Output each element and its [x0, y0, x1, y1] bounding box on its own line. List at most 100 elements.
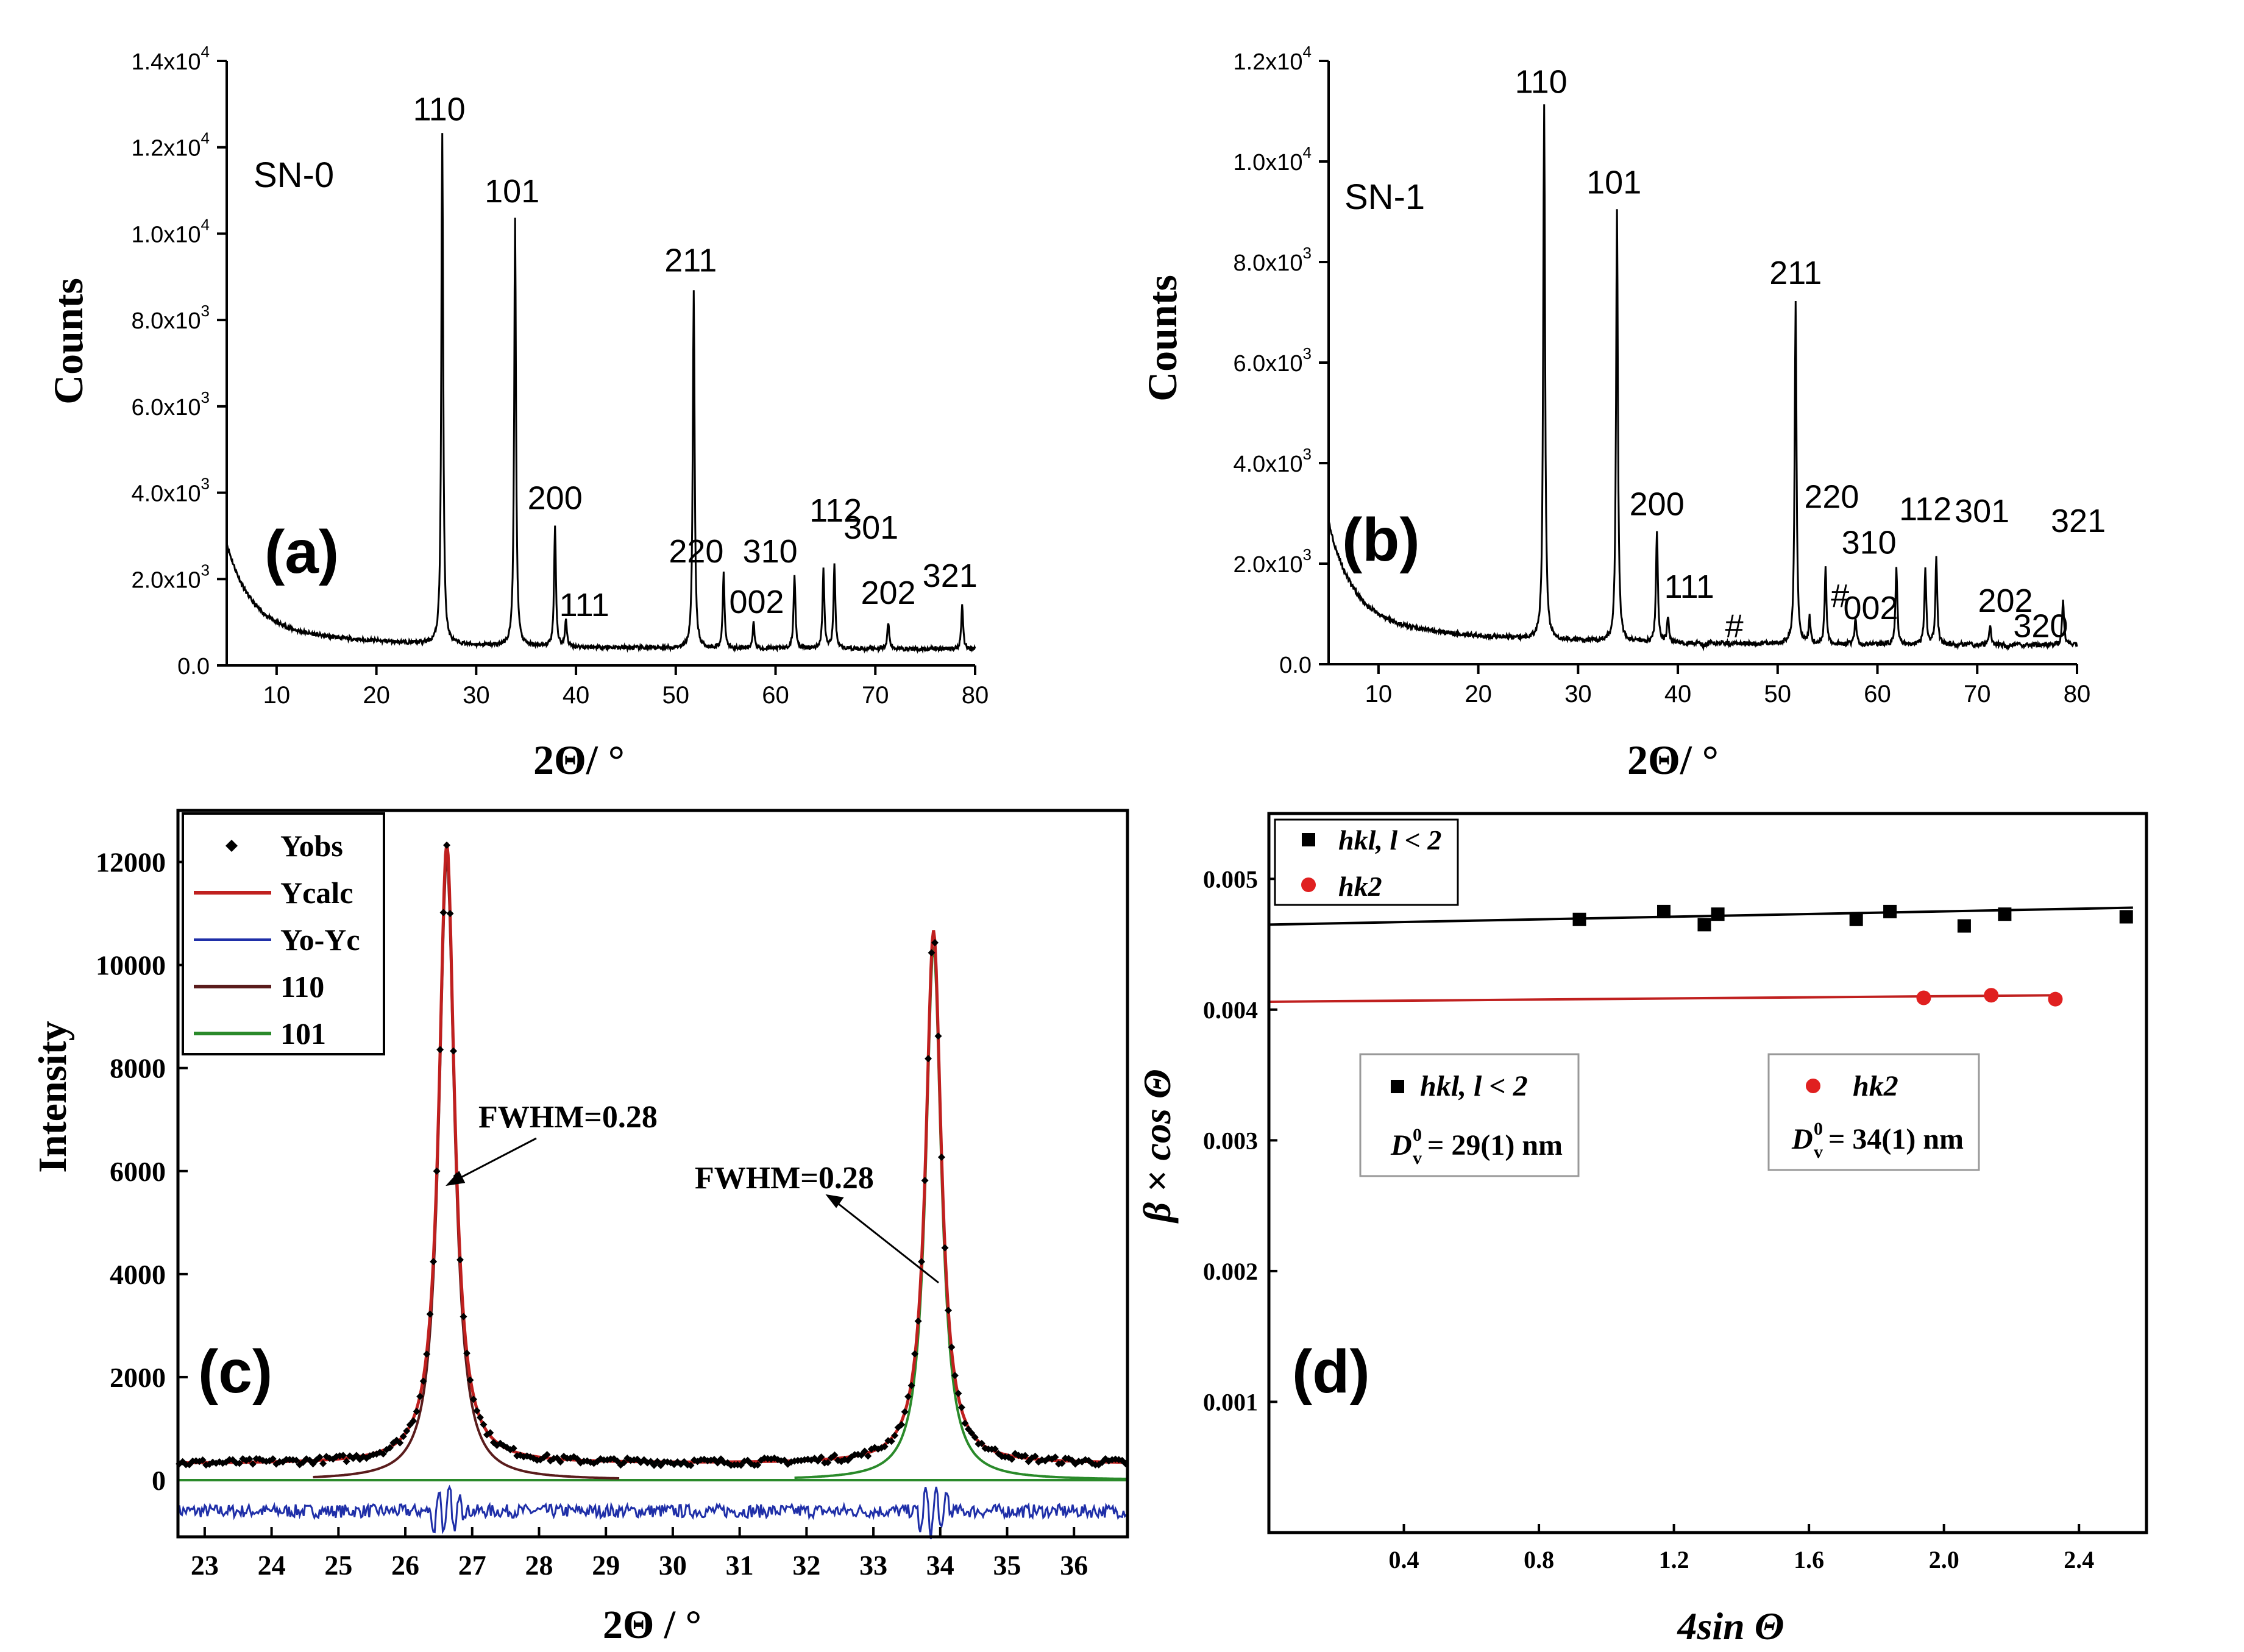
peak-label-#: #: [1725, 608, 1744, 644]
yobs-point: [957, 1403, 965, 1411]
yobs-point: [403, 1427, 411, 1435]
panel-a-xtick-label: 10: [263, 682, 291, 709]
hkl-point: [1697, 918, 1711, 932]
panel-d-panel-label: (d): [1292, 1338, 1370, 1406]
panel-d-ytick-label: 0.004: [1203, 996, 1258, 1024]
fwhm-arrow-101: [837, 1202, 939, 1284]
yobs-point: [1008, 1455, 1016, 1463]
panel-b-xtick-label: 70: [1964, 681, 1991, 707]
hkl-point: [1711, 907, 1725, 921]
hkl-point: [2119, 910, 2133, 924]
peak-label-002: 002: [1843, 590, 1898, 626]
legend-hkl-marker: [1302, 833, 1315, 846]
yobs-point: [430, 1258, 438, 1266]
size-box-hkl-sup: 0: [1413, 1125, 1422, 1145]
peak-label-321: 321: [2051, 503, 2106, 539]
peak-label-200: 200: [1630, 486, 1685, 523]
panel-b: Counts 2Θ/ ° SN-1 (b) 10 20 30 40 50 60 70 80 0.…: [1139, 43, 2106, 783]
yobs-point: [269, 1455, 277, 1463]
panel-a-xrd-trace: [226, 133, 976, 654]
peak-label-220: 220: [669, 533, 723, 570]
yobs-point: [971, 1433, 979, 1441]
yobs-point: [921, 1177, 929, 1185]
hk2-fit-line: [1268, 994, 2059, 1003]
panel-c-ytick-label: 12000: [96, 847, 166, 878]
panel-b-ytick-label: 8.0x103: [1233, 244, 1312, 276]
yobs-point: [573, 1455, 581, 1462]
fwhm-annotation-101: FWHM=0.28: [695, 1161, 874, 1196]
panel-c-ytick-label: 2000: [110, 1362, 166, 1393]
yobs-point: [379, 1450, 387, 1458]
yobs-point: [937, 1153, 945, 1161]
yobs-point: [914, 1317, 922, 1325]
panel-c-xtick-label: 32: [792, 1550, 820, 1581]
panel-a-ytick-label: 6.0x103: [131, 388, 210, 420]
panel-c-ytick-label: 0: [152, 1465, 166, 1496]
panel-c-xtick-label: 35: [993, 1550, 1021, 1581]
yobs-point: [476, 1414, 484, 1422]
panel-d-xtick-label: 0.8: [1524, 1546, 1554, 1573]
panel-a-ytick-label: 4.0x103: [131, 475, 210, 507]
panel-b-xrd-trace: [1327, 104, 2078, 651]
panel-b-ylabel: Counts: [1139, 275, 1185, 402]
yobs-point: [433, 1167, 441, 1175]
yobs-point: [199, 1456, 207, 1464]
panel-a-ylabel: Counts: [45, 278, 91, 405]
yobs-point: [824, 1458, 832, 1466]
peak-label-202: 202: [861, 575, 915, 611]
yobs-point: [463, 1349, 470, 1357]
panel-b-panel-label: (b): [1342, 506, 1420, 574]
peak-label-101: 101: [1586, 165, 1641, 201]
panel-c-xtick-label: 28: [525, 1550, 553, 1581]
size-box-hkl-result: = 29(1) nm: [1427, 1129, 1563, 1161]
panel-a-xtick-label: 30: [463, 682, 490, 709]
yobs-point: [934, 1032, 942, 1040]
yobs-point: [343, 1458, 350, 1466]
panel-a-xtick-label: 80: [962, 682, 989, 709]
panel-d-legend: hkl, l < 2 hk2: [1274, 818, 1459, 906]
peak-label-220: 220: [1804, 478, 1859, 515]
yobs-point: [423, 1350, 431, 1358]
yobs-point: [386, 1444, 394, 1452]
panel-c-legend: Yobs Ycalc Yo-Yc 110 101: [182, 812, 385, 1055]
legend-ycalc: Ycalc: [280, 876, 353, 910]
size-box-hk2-sub: v: [1814, 1142, 1823, 1162]
yobs-point: [925, 1055, 932, 1063]
panel-b-sample-label: SN-1: [1344, 177, 1425, 217]
panel-c: Intensity 2Θ / ° 23 24 25 26 27 28 29 30 31 32 33 3…: [30, 809, 1129, 1647]
panel-b-ytick-label: 1.0x104: [1233, 143, 1312, 175]
yobs-point: [864, 1452, 872, 1460]
legend-110: 110: [280, 970, 324, 1004]
yobs-point: [466, 1376, 474, 1384]
yobs-point: [951, 1372, 959, 1380]
panel-b-ytick-label: 4.0x103: [1233, 445, 1312, 477]
yobs-point: [961, 1419, 969, 1427]
panel-b-ytick-label: 1.2x104: [1233, 43, 1312, 75]
hk2-point: [1916, 990, 1931, 1005]
panel-c-xtick-label: 34: [926, 1550, 954, 1581]
yobs-point: [904, 1392, 912, 1400]
yobs-point: [620, 1459, 628, 1467]
panel-c-xtick-label: 25: [324, 1550, 352, 1581]
panel-c-ytick-label: 4000: [110, 1259, 166, 1290]
size-box-hk2: hk2 D 0 v = 34(1) nm: [1767, 1053, 1980, 1171]
panel-d-xtick-label: 1.2: [1659, 1546, 1689, 1573]
panel-b-axes: [1327, 61, 2077, 665]
size-box-hkl: hkl, l < 2 D 0 v = 29(1) nm: [1359, 1053, 1580, 1177]
panel-c-ytick-label: 8000: [110, 1053, 166, 1084]
yobs-point: [450, 1047, 458, 1055]
panel-c-ytick-label: 10000: [96, 950, 166, 981]
peak-label-310: 310: [1842, 524, 1897, 561]
yobs-point: [419, 1377, 427, 1385]
panel-d-frame: [1267, 812, 2148, 1534]
panel-d-xtick-label: 0.4: [1389, 1546, 1419, 1573]
yobs-point: [861, 1447, 868, 1455]
yobs-point: [941, 1244, 949, 1252]
panel-c-xtick-label: 24: [258, 1550, 286, 1581]
hk2-point: [1984, 988, 1999, 1003]
panel-d-ytick-label: 0.001: [1203, 1388, 1258, 1416]
yobs-point: [426, 1310, 434, 1318]
yobs-point: [1051, 1453, 1059, 1461]
hkl-point: [1998, 907, 2012, 921]
panel-b-xtick-label: 80: [2064, 681, 2091, 707]
